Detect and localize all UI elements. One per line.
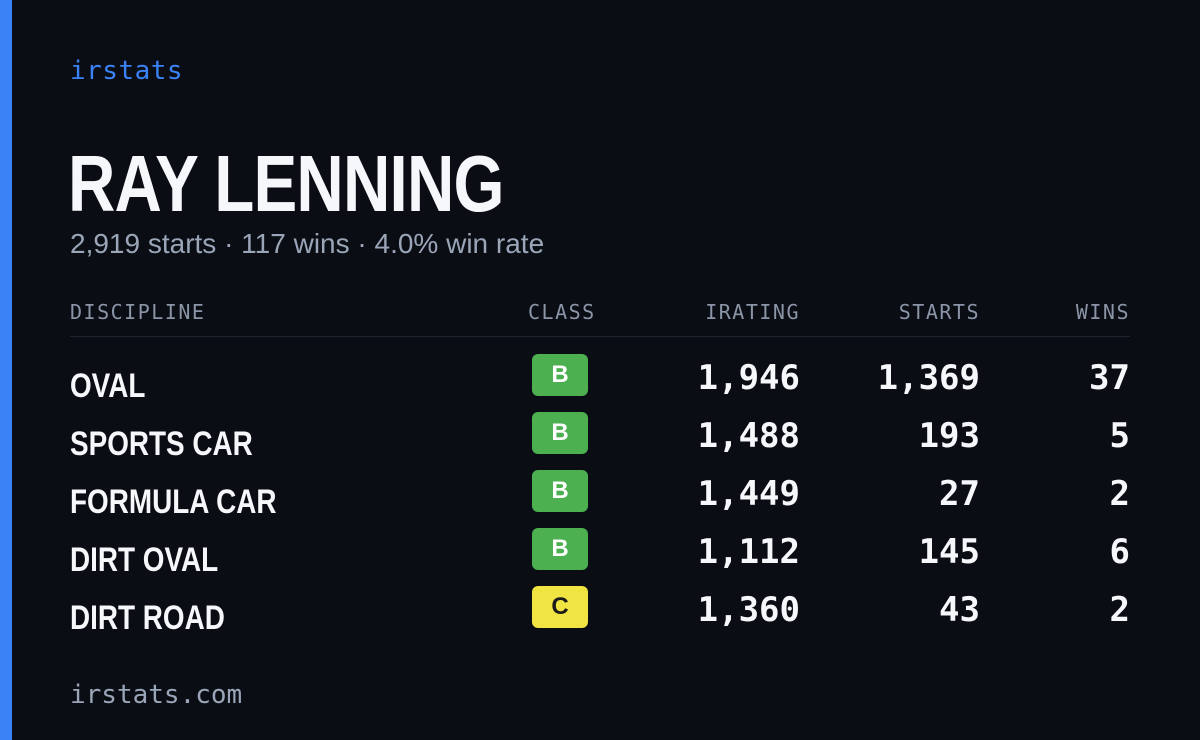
table-row: OVAL B 1,946 1,369 37 — [70, 350, 1130, 408]
starts-value: 27 — [939, 474, 980, 514]
irating-value: 1,488 — [697, 416, 800, 456]
class-badge: C — [532, 586, 588, 628]
wins-value: 2 — [1109, 590, 1130, 630]
table-header: DISCIPLINE CLASS IRATING STARTS WINS — [70, 300, 1130, 337]
wins-value: 2 — [1109, 474, 1130, 514]
table-row: FORMULA CAR B 1,449 27 2 — [70, 466, 1130, 524]
table-row: DIRT OVAL B 1,112 145 6 — [70, 524, 1130, 582]
starts-value: 43 — [939, 590, 980, 630]
wins-value: 37 — [1089, 358, 1130, 398]
header-discipline: DISCIPLINE — [70, 300, 206, 324]
driver-summary: 2,919 starts · 117 wins · 4.0% win rate — [70, 228, 545, 259]
header-irating: IRATING — [705, 300, 800, 324]
stats-table-body: OVAL B 1,946 1,369 37 SPORTS CAR B 1,488… — [70, 350, 1130, 640]
discipline-name: SPORTS CAR — [70, 425, 253, 463]
header-class: CLASS — [528, 300, 596, 324]
irating-value: 1,449 — [697, 474, 800, 514]
header-starts: STARTS — [898, 300, 980, 324]
driver-name: RAY LENNING — [68, 139, 505, 228]
class-badge: B — [532, 412, 588, 454]
starts-value: 145 — [918, 532, 980, 572]
starts-value: 1,369 — [877, 358, 980, 398]
discipline-name: DIRT ROAD — [70, 599, 225, 637]
class-badge: B — [532, 528, 588, 570]
class-badge: B — [532, 470, 588, 512]
footer-url: irstats.com — [70, 680, 243, 710]
accent-bar — [0, 0, 12, 740]
table-row: SPORTS CAR B 1,488 193 5 — [70, 408, 1130, 466]
table-row: DIRT ROAD C 1,360 43 2 — [70, 582, 1130, 640]
wins-value: 5 — [1109, 416, 1130, 456]
irating-value: 1,360 — [697, 590, 800, 630]
wins-value: 6 — [1109, 532, 1130, 572]
discipline-name: DIRT OVAL — [70, 541, 219, 579]
class-badge: B — [532, 354, 588, 396]
starts-value: 193 — [918, 416, 980, 456]
brand-logo: irstats — [70, 56, 184, 86]
header-wins: WINS — [1075, 300, 1130, 324]
discipline-name: OVAL — [70, 367, 146, 405]
irating-value: 1,112 — [697, 532, 800, 572]
irating-value: 1,946 — [697, 358, 800, 398]
discipline-name: FORMULA CAR — [70, 483, 277, 521]
